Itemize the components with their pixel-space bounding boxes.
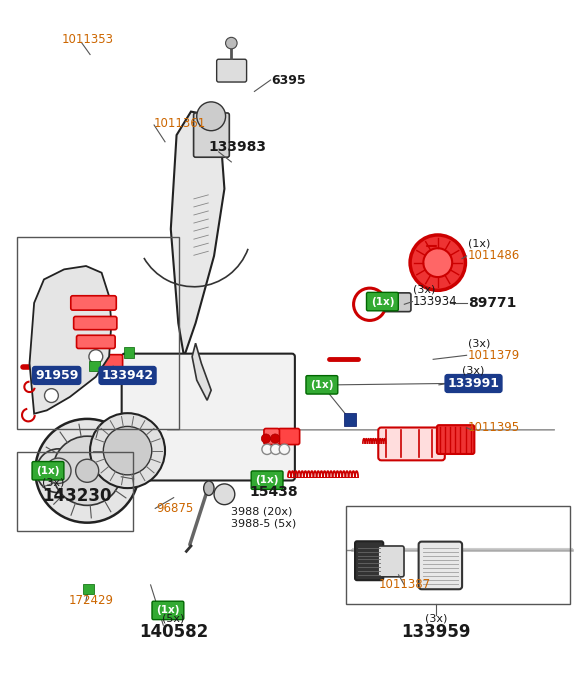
Circle shape	[35, 419, 139, 523]
Circle shape	[89, 350, 103, 363]
Text: (3x): (3x)	[462, 365, 485, 375]
Text: 1011361: 1011361	[154, 116, 206, 129]
Text: 91959: 91959	[35, 369, 78, 382]
FancyBboxPatch shape	[306, 376, 338, 394]
Text: 140582: 140582	[139, 623, 208, 641]
Text: (1x): (1x)	[310, 380, 334, 390]
Text: (1x): (1x)	[370, 297, 394, 307]
FancyBboxPatch shape	[355, 541, 383, 580]
Text: 15438: 15438	[249, 485, 298, 499]
Circle shape	[36, 449, 80, 493]
Circle shape	[423, 248, 452, 277]
Text: 96875: 96875	[157, 502, 194, 515]
FancyBboxPatch shape	[71, 295, 116, 310]
Circle shape	[90, 413, 165, 488]
FancyBboxPatch shape	[76, 335, 115, 349]
Bar	[17, 237, 179, 429]
Text: 133983: 133983	[208, 140, 266, 154]
FancyBboxPatch shape	[437, 425, 475, 454]
FancyBboxPatch shape	[366, 292, 398, 311]
Circle shape	[262, 444, 272, 454]
FancyBboxPatch shape	[279, 429, 299, 445]
Polygon shape	[29, 266, 112, 414]
FancyBboxPatch shape	[194, 113, 229, 157]
Polygon shape	[171, 112, 224, 357]
Circle shape	[214, 484, 235, 505]
FancyBboxPatch shape	[418, 542, 462, 590]
Bar	[17, 452, 134, 531]
FancyBboxPatch shape	[73, 316, 117, 330]
Text: 133934: 133934	[413, 295, 458, 308]
Text: 3988 (20x): 3988 (20x)	[231, 506, 292, 516]
Text: 6395: 6395	[272, 73, 306, 87]
Text: 89771: 89771	[468, 296, 516, 310]
Bar	[346, 505, 570, 604]
Bar	[124, 347, 134, 358]
Text: (1x): (1x)	[36, 466, 60, 476]
FancyBboxPatch shape	[32, 462, 64, 480]
FancyBboxPatch shape	[214, 422, 283, 443]
Text: 172429: 172429	[69, 594, 114, 607]
FancyBboxPatch shape	[378, 546, 404, 577]
Circle shape	[271, 434, 280, 443]
FancyBboxPatch shape	[378, 427, 445, 460]
FancyBboxPatch shape	[384, 293, 411, 312]
Text: 143230: 143230	[42, 487, 112, 505]
Text: 133942: 133942	[102, 369, 154, 382]
Text: 1011395: 1011395	[468, 421, 520, 434]
Text: 1011379: 1011379	[468, 349, 520, 362]
Circle shape	[197, 102, 225, 131]
Text: (1x): (1x)	[156, 606, 180, 615]
Circle shape	[103, 427, 152, 475]
Circle shape	[46, 458, 71, 483]
Circle shape	[410, 235, 465, 290]
Text: (5x): (5x)	[162, 614, 185, 623]
FancyBboxPatch shape	[264, 429, 279, 445]
Circle shape	[76, 459, 99, 483]
FancyBboxPatch shape	[122, 353, 295, 481]
Text: 133991: 133991	[447, 377, 499, 390]
Circle shape	[261, 434, 271, 443]
Text: (3x): (3x)	[42, 478, 65, 488]
Circle shape	[271, 444, 281, 454]
Text: 3988-5 (5x): 3988-5 (5x)	[231, 518, 297, 528]
Text: 1011387: 1011387	[378, 578, 431, 592]
Text: (3x): (3x)	[425, 614, 447, 623]
Circle shape	[95, 346, 109, 359]
Circle shape	[279, 444, 290, 454]
Polygon shape	[192, 343, 211, 400]
Circle shape	[225, 37, 237, 49]
Ellipse shape	[203, 481, 214, 495]
Bar	[83, 583, 94, 594]
FancyBboxPatch shape	[217, 59, 247, 82]
Text: 133959: 133959	[401, 623, 471, 641]
Text: (3x): (3x)	[413, 285, 435, 295]
Text: (1x): (1x)	[255, 475, 279, 485]
Text: (1x): (1x)	[468, 239, 490, 249]
Bar	[90, 361, 100, 371]
FancyBboxPatch shape	[100, 355, 123, 369]
Text: 1011486: 1011486	[468, 250, 520, 262]
Text: 1011353: 1011353	[61, 33, 113, 46]
Circle shape	[45, 389, 58, 402]
FancyBboxPatch shape	[251, 471, 283, 489]
Circle shape	[53, 436, 122, 505]
Text: (3x): (3x)	[468, 339, 490, 348]
FancyBboxPatch shape	[152, 601, 184, 620]
Bar	[344, 413, 357, 426]
